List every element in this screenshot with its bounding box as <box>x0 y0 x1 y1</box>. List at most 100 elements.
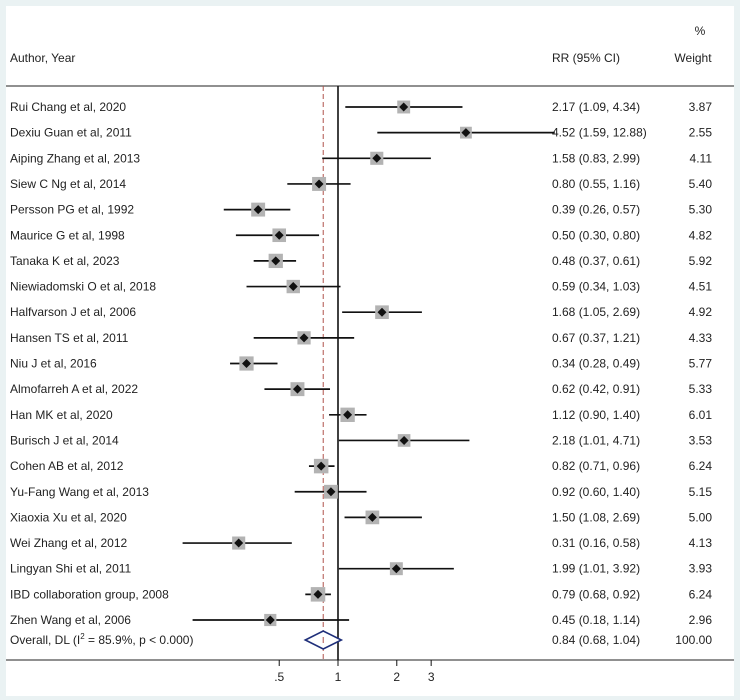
study-weight: 5.00 <box>689 510 713 524</box>
study-point <box>242 359 252 368</box>
study-row: Cohen AB et al, 2012 0.82 (0.71, 0.96) 6.2… <box>10 458 713 474</box>
study-rr-text: 0.67 (0.37, 1.21) <box>552 331 640 345</box>
study-rr-text: 4.52 (1.59, 12.88) <box>552 126 647 140</box>
study-weight: 4.13 <box>689 536 713 550</box>
overall-rr-text: 0.84 (0.68, 1.04) <box>552 633 640 647</box>
study-point <box>234 538 244 548</box>
study-row: Persson PG et al, 1992 0.39 (0.26, 0.57) 5… <box>10 203 712 217</box>
study-row: Halfvarson J et al, 2006 1.68 (1.05, 2.69… <box>10 305 712 319</box>
study-row: Maurice G et al, 1998 0.50 (0.30, 0.80) 4.… <box>10 228 712 242</box>
study-row: Lingyan Shi et al, 2011 1.99 (1.01, 3.92)… <box>10 562 712 576</box>
study-weight: 5.40 <box>689 177 713 191</box>
study-weight: 6.01 <box>689 408 713 422</box>
study-label: Dexiu Guan et al, 2011 <box>10 126 132 140</box>
study-rr-text: 0.92 (0.60, 1.40) <box>552 485 640 499</box>
header-rr: RR (95% CI) <box>552 51 620 65</box>
study-rr-text: 2.17 (1.09, 4.34) <box>552 100 640 114</box>
x-tick-label: 3 <box>428 670 435 684</box>
study-label: Hansen TS et al, 2011 <box>10 331 129 345</box>
study-weight: 3.53 <box>689 433 713 447</box>
study-rr-text: 0.48 (0.37, 0.61) <box>552 254 640 268</box>
study-weight: 2.96 <box>689 613 713 627</box>
study-label: Halfvarson J et al, 2006 <box>10 305 136 319</box>
plot-panel <box>6 6 734 696</box>
study-label: Persson PG et al, 1992 <box>10 203 134 217</box>
study-weight: 4.11 <box>690 151 713 165</box>
study-weight: 6.24 <box>689 459 713 473</box>
study-label: Maurice G et al, 1998 <box>10 228 125 242</box>
study-label: Aiping Zhang et al, 2013 <box>10 151 140 165</box>
study-rr-text: 0.34 (0.28, 0.49) <box>552 357 640 371</box>
study-point <box>399 102 409 112</box>
study-label: Siew C Ng et al, 2014 <box>10 177 126 191</box>
study-row: Tanaka K et al, 2023 0.48 (0.37, 0.61) 5.9… <box>10 253 712 269</box>
study-point <box>391 564 401 574</box>
study-row: Niewiadomski O et al, 2018 0.59 (0.34, 1.… <box>10 280 712 294</box>
study-row: Niu J et al, 2016 0.34 (0.28, 0.49) 5.77 <box>10 356 712 371</box>
study-rr-text: 1.58 (0.83, 2.99) <box>552 151 640 165</box>
study-row: Wei Zhang et al, 2012 0.31 (0.16, 0.58) 4.… <box>10 536 712 550</box>
study-row: Siew C Ng et al, 2014 0.80 (0.55, 1.16) 5.… <box>10 177 712 191</box>
study-weight: 5.33 <box>689 382 713 396</box>
study-weight: 6.24 <box>689 587 713 601</box>
study-weight: 4.51 <box>689 280 713 294</box>
study-row: Almofarreh A et al, 2022 0.62 (0.42, 0.91… <box>10 382 712 396</box>
study-label: Lingyan Shi et al, 2011 <box>10 562 132 576</box>
study-row: Zhen Wang et al, 2006 0.45 (0.18, 1.14) 2.… <box>10 613 712 627</box>
study-point <box>314 179 324 189</box>
study-label: Niewiadomski O et al, 2018 <box>10 280 156 294</box>
study-point <box>265 615 275 625</box>
study-point <box>253 205 263 215</box>
study-label: Zhen Wang et al, 2006 <box>10 613 131 627</box>
study-point <box>326 487 336 497</box>
study-point <box>399 435 409 445</box>
x-tick-label: 2 <box>393 670 400 684</box>
study-label: Tanaka K et al, 2023 <box>10 254 120 268</box>
study-point <box>377 307 387 317</box>
study-point <box>271 256 281 266</box>
study-point <box>461 128 471 138</box>
study-label: Xiaoxia Xu et al, 2020 <box>10 510 127 524</box>
study-row: Rui Chang et al, 2020 2.17 (1.09, 4.34) 3.… <box>10 100 712 114</box>
study-weight: 5.15 <box>689 485 713 499</box>
study-weight: 5.30 <box>689 203 713 217</box>
study-weight: 2.55 <box>689 126 713 140</box>
study-label: Han MK et al, 2020 <box>10 408 113 422</box>
study-label: Yu-Fang Wang et al, 2013 <box>10 485 149 499</box>
study-point <box>313 589 323 599</box>
study-label: Burisch J et al, 2014 <box>10 433 119 447</box>
study-row: IBD collaboration group, 2008 0.79 (0.68,… <box>10 587 713 602</box>
study-weight: 4.82 <box>689 228 713 242</box>
study-rr-text: 0.39 (0.26, 0.57) <box>552 203 640 217</box>
study-row: Hansen TS et al, 2011 0.67 (0.37, 1.21) 4.… <box>10 331 712 345</box>
study-rr-text: 1.68 (1.05, 2.69) <box>552 305 640 319</box>
study-rr-text: 0.79 (0.68, 0.92) <box>552 587 640 601</box>
study-weight: 3.87 <box>689 100 713 114</box>
study-label: Niu J et al, 2016 <box>10 357 97 371</box>
study-row: Yu-Fang Wang et al, 2013 0.92 (0.60, 1.40… <box>10 485 712 499</box>
study-point <box>274 230 284 240</box>
study-rr-text: 0.59 (0.34, 1.03) <box>552 280 640 294</box>
study-rr-text: 1.12 (0.90, 1.40) <box>552 408 640 422</box>
study-rr-text: 1.50 (1.08, 2.69) <box>552 510 640 524</box>
study-rr-text: 2.18 (1.01, 4.71) <box>552 433 640 447</box>
study-weight: 4.33 <box>689 331 713 345</box>
study-rr-text: 1.99 (1.01, 3.92) <box>552 562 640 576</box>
header-percent: % <box>695 24 706 38</box>
study-row: Aiping Zhang et al, 2013 1.58 (0.83, 2.99… <box>10 151 712 165</box>
x-tick-label: .5 <box>274 670 284 684</box>
study-point <box>367 512 377 522</box>
study-label: Wei Zhang et al, 2012 <box>10 536 128 550</box>
overall-label: Overall, DL (I2 = 85.9%, p < 0.000) <box>10 632 193 647</box>
study-point <box>288 282 298 292</box>
study-row: Han MK et al, 2020 1.12 (0.90, 1.40) 6.01 <box>10 407 713 422</box>
study-row: Burisch J et al, 2014 2.18 (1.01, 4.71) 3.… <box>10 433 712 447</box>
overall-weight: 100.00 <box>675 633 712 647</box>
study-row: Dexiu Guan et al, 2011 4.52 (1.59, 12.88)… <box>10 126 712 140</box>
study-label: Almofarreh A et al, 2022 <box>10 382 138 396</box>
study-point <box>316 461 326 471</box>
study-point <box>299 333 309 343</box>
x-tick-label: 1 <box>335 670 342 684</box>
header-author-year: Author, Year <box>10 51 75 65</box>
